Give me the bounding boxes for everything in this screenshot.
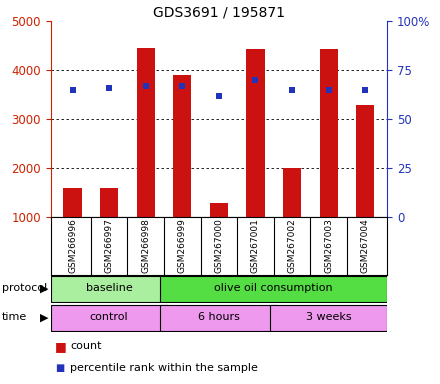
- Bar: [51, 305, 168, 331]
- Text: protocol: protocol: [2, 283, 48, 293]
- Bar: [270, 305, 387, 331]
- Text: ▶: ▶: [40, 312, 48, 322]
- Text: ▶: ▶: [40, 283, 48, 293]
- Bar: [356, 105, 374, 217]
- Text: GSM266998: GSM266998: [141, 218, 150, 273]
- Text: GSM267004: GSM267004: [361, 218, 370, 273]
- Bar: [51, 276, 168, 302]
- Bar: [160, 276, 387, 302]
- Text: percentile rank within the sample: percentile rank within the sample: [70, 363, 258, 374]
- Bar: [160, 305, 278, 331]
- Text: GSM267000: GSM267000: [214, 218, 224, 273]
- Text: GSM267001: GSM267001: [251, 218, 260, 273]
- Text: GSM266996: GSM266996: [68, 218, 77, 273]
- Bar: [136, 48, 155, 217]
- Title: GDS3691 / 195871: GDS3691 / 195871: [153, 6, 285, 20]
- Text: GSM267002: GSM267002: [288, 218, 297, 273]
- Text: 6 hours: 6 hours: [198, 312, 240, 322]
- Bar: [63, 188, 82, 217]
- Bar: [210, 203, 228, 217]
- Bar: [319, 49, 338, 217]
- Bar: [283, 168, 301, 217]
- Text: control: control: [90, 312, 128, 322]
- Text: 3 weeks: 3 weeks: [306, 312, 352, 322]
- Text: olive oil consumption: olive oil consumption: [214, 283, 333, 293]
- Text: GSM266999: GSM266999: [178, 218, 187, 273]
- Bar: [173, 75, 191, 217]
- Text: count: count: [70, 341, 102, 351]
- Text: GSM266997: GSM266997: [105, 218, 114, 273]
- Text: ■: ■: [55, 363, 64, 374]
- Bar: [100, 188, 118, 217]
- Text: ■: ■: [55, 340, 67, 353]
- Text: GSM267003: GSM267003: [324, 218, 333, 273]
- Bar: [246, 49, 264, 217]
- Text: baseline: baseline: [86, 283, 132, 293]
- Text: time: time: [2, 312, 27, 322]
